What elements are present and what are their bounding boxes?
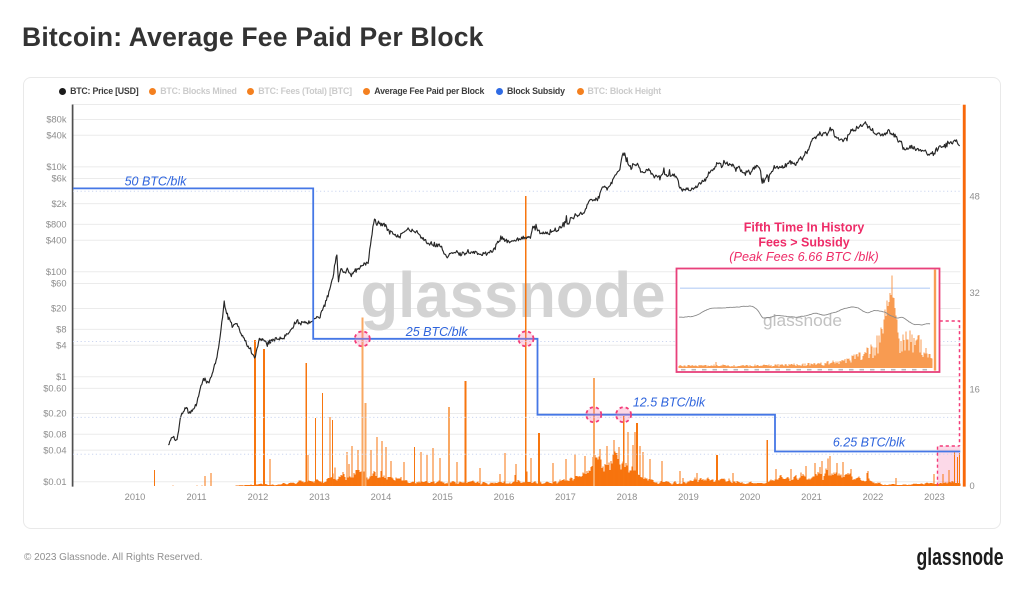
svg-text:25 BTC/blk: 25 BTC/blk <box>405 325 469 339</box>
svg-text:$0.08: $0.08 <box>43 430 66 440</box>
svg-text:$6k: $6k <box>52 174 67 184</box>
svg-text:2013: 2013 <box>309 492 330 502</box>
svg-text:2021: 2021 <box>801 492 822 502</box>
svg-text:$40k: $40k <box>46 131 67 141</box>
svg-text:2022: 2022 <box>863 492 884 502</box>
svg-text:2020: 2020 <box>740 492 761 502</box>
svg-text:Fees > Subsidy: Fees > Subsidy <box>758 236 849 250</box>
svg-text:glassnode: glassnode <box>917 544 1004 571</box>
svg-text:(Peak Fees 6.66 BTC /blk): (Peak Fees 6.66 BTC /blk) <box>729 250 879 264</box>
svg-text:$400: $400 <box>46 235 67 245</box>
svg-text:2015: 2015 <box>432 492 453 502</box>
svg-text:$8: $8 <box>56 325 66 335</box>
svg-text:6.25 BTC/blk: 6.25 BTC/blk <box>833 436 906 450</box>
svg-text:2019: 2019 <box>678 492 699 502</box>
svg-text:$2k: $2k <box>52 199 67 209</box>
svg-text:32: 32 <box>970 288 980 298</box>
svg-text:$0.60: $0.60 <box>43 384 66 394</box>
svg-text:$0.04: $0.04 <box>43 445 66 455</box>
svg-text:$800: $800 <box>46 220 67 230</box>
svg-text:0: 0 <box>970 481 975 491</box>
svg-text:2014: 2014 <box>371 492 392 502</box>
svg-text:$4: $4 <box>56 340 66 350</box>
svg-text:48: 48 <box>970 192 980 202</box>
svg-text:$0.20: $0.20 <box>43 409 66 419</box>
svg-text:2017: 2017 <box>555 492 576 502</box>
svg-text:$60: $60 <box>51 279 67 289</box>
svg-text:glassnode: glassnode <box>361 259 666 331</box>
svg-text:12.5 BTC/blk: 12.5 BTC/blk <box>633 396 706 410</box>
svg-text:$10k: $10k <box>46 162 67 172</box>
svg-text:50 BTC/blk: 50 BTC/blk <box>125 175 188 189</box>
svg-text:2016: 2016 <box>494 492 515 502</box>
svg-text:$80k: $80k <box>46 115 67 125</box>
svg-text:2010: 2010 <box>125 492 146 502</box>
svg-text:Fifth Time In History: Fifth Time In History <box>744 221 865 235</box>
svg-text:16: 16 <box>970 385 980 395</box>
svg-text:2023: 2023 <box>924 492 945 502</box>
svg-text:$0.01: $0.01 <box>43 477 66 487</box>
svg-text:2018: 2018 <box>617 492 638 502</box>
svg-text:$100: $100 <box>46 267 67 277</box>
svg-text:$1: $1 <box>56 372 66 382</box>
svg-text:2011: 2011 <box>187 492 207 502</box>
svg-text:$20: $20 <box>51 304 67 314</box>
svg-text:2012: 2012 <box>248 492 269 502</box>
